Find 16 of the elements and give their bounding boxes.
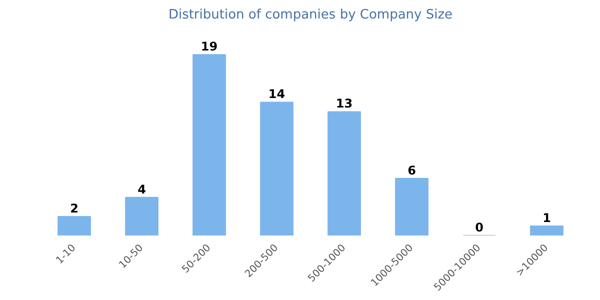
data-label: 13 xyxy=(336,96,353,111)
data-label: 6 xyxy=(408,163,416,178)
data-label: 0 xyxy=(475,220,484,234)
bar xyxy=(530,225,564,236)
data-label: 1 xyxy=(542,210,551,225)
bar xyxy=(328,111,361,236)
bar xyxy=(395,178,428,236)
data-label: 2 xyxy=(70,201,78,216)
bar xyxy=(58,216,91,236)
bar xyxy=(260,102,294,236)
data-label: 19 xyxy=(200,40,218,54)
bar xyxy=(125,196,158,236)
chart-title: Distribution of companies by Company Size xyxy=(168,8,453,22)
data-label: 14 xyxy=(268,87,286,102)
data-label: 4 xyxy=(138,182,146,196)
bar xyxy=(192,54,226,236)
